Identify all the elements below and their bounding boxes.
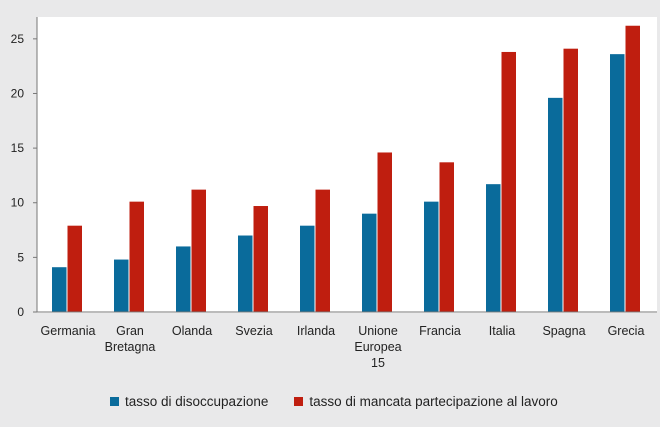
bar-unemployment: [486, 184, 501, 312]
legend-swatch-unemployment: [110, 397, 119, 406]
bar-nonparticipation: [563, 48, 578, 313]
bar-unemployment: [362, 213, 377, 312]
x-category-label: Olanda: [172, 324, 212, 338]
bar-unemployment: [610, 54, 625, 313]
x-category-label-line: Olanda: [172, 324, 212, 338]
y-tick-label: 20: [11, 86, 25, 100]
y-tick-label: 25: [11, 32, 25, 46]
bar-nonparticipation: [439, 162, 454, 312]
x-category-label: Grecia: [608, 324, 645, 338]
y-tick-label: 10: [11, 196, 25, 210]
bar-nonparticipation: [191, 189, 206, 312]
bar-nonparticipation: [253, 206, 268, 312]
legend: tasso di disoccupazione tasso di mancata…: [110, 394, 584, 409]
bar-nonparticipation: [377, 152, 392, 312]
bar-nonparticipation: [315, 189, 330, 312]
legend-item-nonparticipation: tasso di mancata partecipazione al lavor…: [294, 394, 558, 409]
x-category-label-line: Svezia: [235, 324, 273, 338]
x-category-label: Italia: [489, 324, 515, 338]
legend-label-nonparticipation: tasso di mancata partecipazione al lavor…: [309, 394, 558, 409]
bar-unemployment: [176, 246, 191, 312]
x-category-label-line: Unione: [358, 324, 398, 338]
x-category-label-line: Francia: [419, 324, 461, 338]
x-category-label: Unione Europea 15: [354, 324, 401, 370]
x-category-label-line: 15: [371, 356, 385, 370]
bar-nonparticipation: [625, 25, 640, 312]
y-axis: 0 5 10 15 20 25: [11, 17, 38, 319]
x-category-label: Gran Bretagna: [105, 324, 156, 354]
bar-nonparticipation: [501, 51, 516, 313]
bar-unemployment: [52, 267, 67, 312]
x-category-label: Svezia: [235, 324, 273, 338]
x-category-label-line: Bretagna: [105, 340, 156, 354]
x-category-label: Irlanda: [297, 324, 335, 338]
x-category-label-line: Germania: [41, 324, 96, 338]
x-category-label-line: Italia: [489, 324, 515, 338]
legend-item-unemployment: tasso di disoccupazione: [110, 394, 268, 409]
bars: [52, 25, 640, 313]
x-category-label: Spagna: [542, 324, 585, 338]
bar-unemployment: [114, 259, 129, 312]
legend-label-unemployment: tasso di disoccupazione: [125, 394, 269, 409]
bar-unemployment: [424, 201, 439, 312]
bar-unemployment: [238, 235, 253, 312]
x-axis: Germania Gran Bretagna Olanda Svezia Irlanda U…: [37, 311, 657, 370]
bar-nonparticipation: [129, 201, 144, 312]
bar-unemployment: [300, 225, 315, 312]
x-category-label: Francia: [419, 324, 461, 338]
legend-swatch-nonparticipation: [294, 397, 304, 406]
bar-unemployment: [548, 97, 563, 312]
x-category-label-line: Irlanda: [297, 324, 335, 338]
bar-nonparticipation: [67, 225, 82, 312]
x-category-label-line: Gran: [116, 324, 144, 338]
y-tick-label: 5: [17, 250, 24, 264]
x-category-label: Germania: [41, 324, 96, 338]
x-category-label-line: Grecia: [608, 324, 645, 338]
x-category-label-line: Spagna: [542, 324, 585, 338]
y-tick-label: 0: [17, 305, 24, 319]
y-tick-label: 15: [11, 141, 25, 155]
x-category-label-line: Europea: [354, 340, 401, 354]
